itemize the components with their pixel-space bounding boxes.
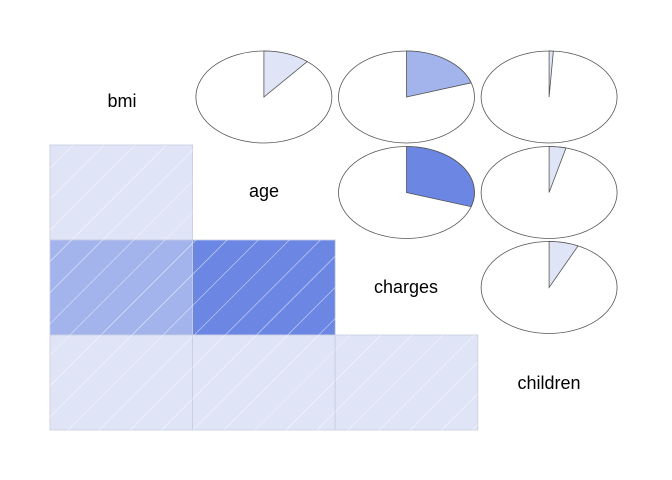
shade-cell-children-charges <box>334 334 479 431</box>
pie-age-charges <box>338 146 475 239</box>
pie-age-children <box>480 146 618 239</box>
shade-cell-children-bmi <box>49 334 194 431</box>
shade-hatch <box>50 145 193 240</box>
pie-wedge <box>406 50 472 98</box>
shade-cell-age-bmi <box>49 144 194 241</box>
shade-cell-children-age <box>192 334 336 431</box>
pie-wedge <box>548 146 567 193</box>
shade-hatch <box>192 240 336 335</box>
lower-shade-panel <box>49 144 479 431</box>
pie-charges-children <box>480 241 618 334</box>
diag-label-bmi: bmi <box>107 91 136 111</box>
pie-bmi-charges <box>338 50 475 144</box>
pie-wedge <box>263 50 308 98</box>
shade-hatch <box>192 335 336 430</box>
shade-cell-charges-age <box>192 239 336 336</box>
shade-hatch <box>335 335 478 430</box>
shade-cell-charges-bmi <box>49 239 194 336</box>
diagonal-labels: bmi age charges children <box>107 91 580 393</box>
pie-bmi-children <box>480 50 618 144</box>
diag-label-charges: charges <box>374 277 438 297</box>
pie-wedge <box>548 241 579 289</box>
shade-hatch <box>50 335 193 430</box>
pie-wedge <box>548 50 554 98</box>
pie-bmi-age <box>195 50 333 144</box>
pie-wedge <box>406 146 475 208</box>
shade-hatch <box>50 240 193 335</box>
upper-pie-panel <box>195 50 618 334</box>
diag-label-children: children <box>517 373 580 393</box>
diag-label-age: age <box>249 181 279 201</box>
